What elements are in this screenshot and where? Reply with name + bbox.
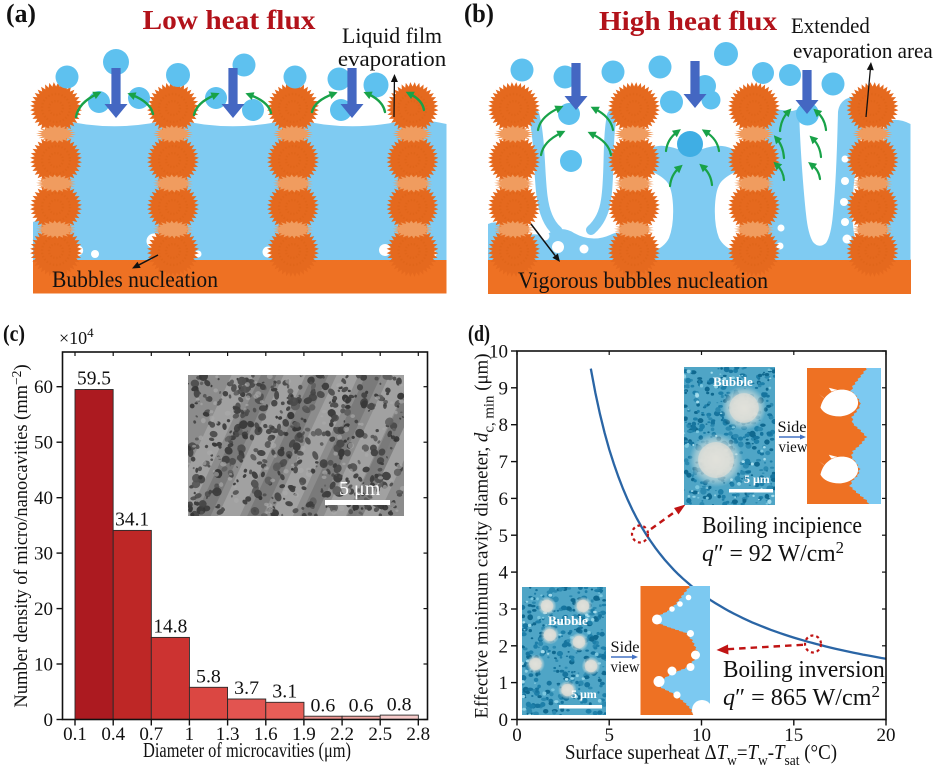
svg-text:9: 9 [499,378,509,399]
svg-text:5: 5 [604,725,614,746]
svg-text:2.8: 2.8 [406,724,430,745]
svg-text:8: 8 [499,415,509,436]
svg-text:5 μm: 5 μm [744,472,770,486]
svg-text:1: 1 [499,673,509,694]
svg-text:evaporation area: evaporation area [793,38,933,63]
svg-text:4: 4 [499,563,509,584]
svg-text:evaporation: evaporation [338,46,447,71]
svg-text:Bubble: Bubble [713,374,753,389]
svg-text:Side: Side [778,419,807,436]
svg-text:10: 10 [692,725,711,746]
svg-text:Boiling incipience: Boiling incipience [702,512,862,538]
svg-text:50: 50 [34,433,53,454]
svg-text:q″ = 865 W/cm2: q″ = 865 W/cm2 [723,682,880,711]
svg-text:view: view [778,439,808,457]
svg-text:q″ = 92 W/cm2: q″ = 92 W/cm2 [702,538,844,567]
svg-text:0.6: 0.6 [310,695,335,717]
svg-text:Bubble: Bubble [548,613,588,628]
svg-text:(a): (a) [6,0,36,28]
svg-text:2.2: 2.2 [330,724,354,745]
svg-text:3.1: 3.1 [272,681,297,703]
svg-text:view: view [610,659,640,677]
svg-text:1.3: 1.3 [216,724,240,745]
svg-text:Number density of micro/nanoca: Number density of micro/nanocavities (mm… [9,364,32,707]
svg-text:15: 15 [784,725,803,746]
svg-text:0: 0 [44,710,54,731]
svg-text:5.8: 5.8 [196,666,221,688]
svg-text:2.5: 2.5 [368,724,392,745]
svg-text:Boiling inversion: Boiling inversion [723,657,885,683]
svg-text:Diameter of microcavities (μm): Diameter of microcavities (μm) [143,739,351,762]
svg-text:(d): (d) [468,322,490,346]
svg-text:0.8: 0.8 [387,693,412,715]
svg-text:6: 6 [499,489,509,510]
svg-text:Bubbles nucleation: Bubbles nucleation [52,266,218,292]
svg-text:60: 60 [34,377,53,398]
svg-text:10: 10 [489,342,508,363]
svg-text:Effective minimum cavity diame: Effective minimum cavity diameter, dc, m… [471,354,497,719]
svg-text:1.6: 1.6 [254,724,278,745]
svg-text:5: 5 [499,526,509,547]
svg-text:3.7: 3.7 [234,677,259,699]
svg-text:40: 40 [34,488,53,509]
svg-text:34.1: 34.1 [115,510,149,531]
svg-text:Extended: Extended [791,13,870,38]
svg-text:20: 20 [877,725,896,746]
svg-text:0.7: 0.7 [139,724,163,745]
svg-text:Side: Side [611,639,640,656]
svg-text:0.6: 0.6 [349,695,374,717]
svg-text:0.4: 0.4 [101,724,125,745]
svg-text:3: 3 [499,600,509,621]
svg-text:5 μm: 5 μm [339,478,381,500]
svg-text:30: 30 [34,544,53,565]
svg-text:59.5: 59.5 [77,369,111,390]
svg-text:(c): (c) [3,321,25,347]
svg-text:Liquid film: Liquid film [342,23,442,48]
svg-text:0: 0 [512,725,522,746]
svg-text:14.8: 14.8 [153,617,187,638]
svg-text:1.9: 1.9 [292,724,316,745]
svg-text:0: 0 [499,710,509,731]
svg-text:2: 2 [499,636,509,657]
svg-text:10: 10 [34,655,53,676]
svg-text:Vigorous bubbles nucleation: Vigorous bubbles nucleation [518,268,768,294]
svg-text:7: 7 [499,452,509,473]
svg-text:Low heat flux: Low heat flux [143,6,316,36]
svg-text:5 μm: 5 μm [571,687,597,701]
svg-text:1: 1 [185,724,195,745]
svg-text:(b): (b) [464,0,494,28]
svg-text:×104: ×104 [59,325,94,348]
svg-text:High heat flux: High heat flux [599,7,777,37]
svg-text:0.1: 0.1 [63,724,87,745]
svg-text:20: 20 [34,599,53,620]
